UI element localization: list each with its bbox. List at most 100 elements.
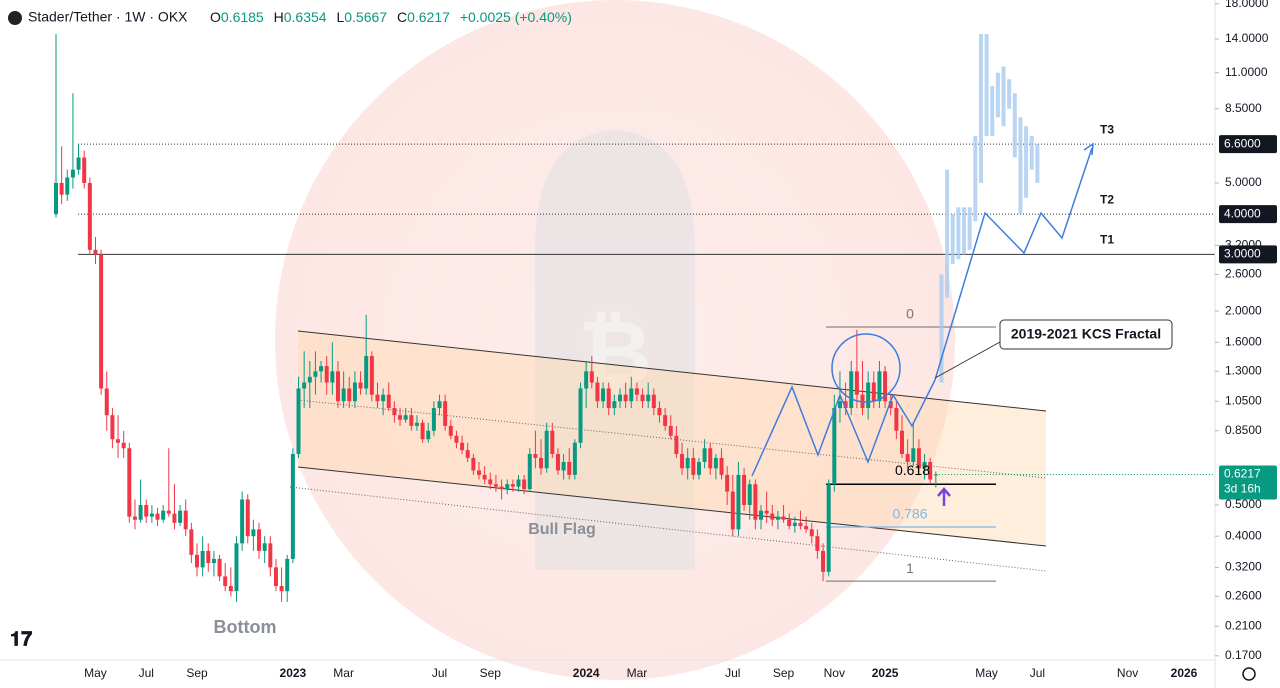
candle-body	[364, 356, 369, 389]
settings-icon[interactable]	[1242, 667, 1256, 681]
candle-body	[375, 394, 380, 402]
candle-body	[336, 371, 340, 402]
ohlc-label: L	[336, 9, 344, 25]
candle-body	[386, 394, 391, 409]
y-tick-label: 1.0500	[1225, 393, 1262, 407]
candle-body	[279, 586, 284, 592]
candle-body	[347, 388, 352, 402]
bull-flag-label: Bull Flag	[528, 521, 596, 538]
candle-body	[93, 249, 98, 255]
level-box-label: 3.0000	[1224, 247, 1261, 261]
fractal-bar	[967, 207, 972, 250]
candle-body	[781, 516, 786, 520]
candle-body	[414, 422, 419, 426]
candle-body	[144, 504, 149, 517]
candle-body	[488, 479, 493, 485]
candle-body	[883, 371, 888, 402]
candle-body	[499, 486, 504, 490]
x-tick-label: 2023	[280, 666, 307, 680]
fractal-bar	[973, 135, 978, 222]
candle-body	[837, 401, 842, 409]
candle-body	[251, 529, 256, 537]
candle-body	[149, 513, 154, 517]
candle-body	[257, 529, 262, 551]
candle-body	[539, 457, 544, 469]
candle-body	[550, 430, 555, 454]
candle-body	[87, 182, 92, 250]
candle-body	[618, 394, 622, 402]
x-tick-label: Jul	[139, 666, 154, 680]
y-tick-label: 2.6000	[1225, 267, 1262, 281]
bottom-label: Bottom	[214, 617, 277, 637]
y-tick-label: 1.3000	[1225, 364, 1262, 378]
candle-body	[894, 408, 899, 431]
candle-body	[708, 448, 713, 469]
fractal-bar	[1018, 117, 1023, 215]
candle-body	[629, 388, 634, 402]
candle-body	[443, 401, 448, 426]
candle-body	[826, 484, 831, 572]
fractal-bar	[990, 86, 995, 136]
y-tick-label: 2.0000	[1225, 303, 1262, 317]
candle-body	[787, 519, 792, 527]
candle-body	[460, 442, 465, 451]
candle-body	[392, 408, 397, 416]
candle-body	[601, 388, 606, 402]
candle-body	[65, 177, 70, 195]
ohlc-label: C	[397, 9, 407, 25]
candle-body	[916, 448, 921, 469]
x-tick-label: Sep	[480, 666, 502, 680]
fractal-bar	[1012, 93, 1017, 158]
candle-body	[426, 430, 431, 440]
y-tick-label: 0.5000	[1225, 497, 1262, 511]
fractal-bar	[950, 214, 955, 265]
candle-body	[319, 366, 324, 372]
last-price-box	[1219, 465, 1277, 500]
candle-body	[104, 388, 109, 416]
fractal-bar	[939, 274, 944, 383]
y-tick-label: 0.2600	[1225, 589, 1262, 603]
candle-body	[493, 484, 498, 487]
candle-body	[849, 371, 854, 409]
candle-body	[713, 457, 718, 469]
y-tick-label: 0.2100	[1225, 618, 1262, 632]
candle-body	[454, 435, 459, 443]
ohlc-value: 0.6354	[284, 9, 327, 25]
candle-body	[206, 550, 211, 564]
candle-body	[911, 448, 916, 462]
candle-body	[477, 470, 481, 475]
candle-body	[691, 457, 696, 475]
candle-body	[646, 394, 651, 402]
candle-body	[352, 382, 357, 402]
candle-body	[730, 491, 735, 530]
candle-body	[663, 415, 668, 426]
candle-body	[465, 450, 470, 458]
candle-body	[268, 543, 273, 568]
ohlc-label: O	[210, 9, 221, 25]
candle-body	[330, 371, 335, 383]
y-tick-label: 5.0000	[1225, 175, 1262, 189]
candle-body	[82, 157, 87, 183]
candle-body	[736, 474, 741, 530]
candle-body	[178, 510, 183, 523]
candle-body	[448, 425, 453, 436]
x-tick-label: Sep	[773, 666, 795, 680]
candle-body	[928, 461, 933, 480]
candle-body	[99, 254, 104, 389]
target-label: T1	[1100, 233, 1114, 247]
candle-body	[313, 371, 318, 377]
candle-body	[680, 453, 685, 469]
candle-body	[815, 536, 820, 551]
ohlc-value: 0.5667	[344, 9, 387, 25]
candle-body	[369, 356, 374, 395]
x-tick-label: Jul	[1030, 666, 1045, 680]
fractal-bar	[1007, 79, 1012, 109]
countdown-label: 3d 16h	[1224, 482, 1261, 496]
candle-body	[240, 499, 245, 544]
level-box	[1219, 245, 1277, 264]
fib-label: 0.618	[895, 462, 930, 478]
last-price-label: 0.6217	[1224, 467, 1261, 481]
ohlc-value: 0.6217	[407, 9, 450, 25]
